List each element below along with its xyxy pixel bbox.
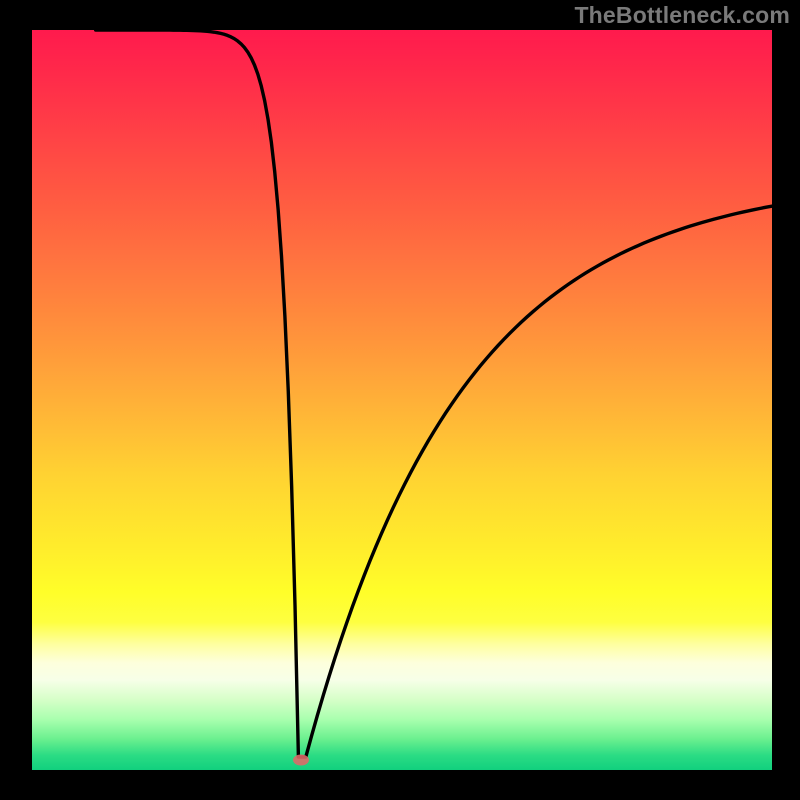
bottleneck-chart bbox=[32, 30, 772, 770]
optimal-point-marker bbox=[293, 755, 309, 766]
watermark-text: TheBottleneck.com bbox=[574, 2, 790, 29]
gradient-background bbox=[32, 30, 772, 770]
chart-stage: TheBottleneck.com bbox=[0, 0, 800, 800]
